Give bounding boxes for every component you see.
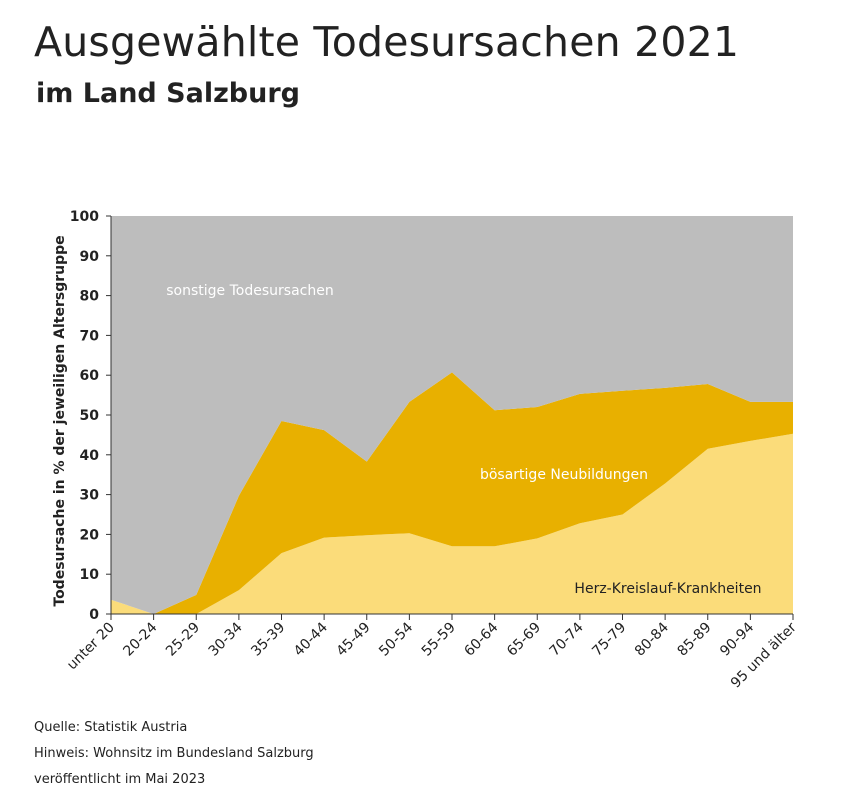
footer-source: Quelle: Statistik Austria [34,720,188,735]
y-tick-label: 50 [80,408,100,424]
chart-areas [111,216,793,614]
series-label-1: Herz-Kreislauf-Krankheiten [574,581,761,597]
x-tick-label: 90-94 [717,619,757,659]
area-series-1 [111,433,793,614]
series-label-3: sonstige Todesursachen [166,283,333,299]
series-label-2: bösartige Neubildungen [480,467,648,483]
footer-hint: Hinweis: Wohnsitz im Bundesland Salzburg [34,746,314,761]
x-tick-label: 25-29 [163,620,203,660]
area-series-2 [111,372,793,614]
y-tick-label: 100 [70,209,99,225]
chart-series-labels: sonstige Todesursachen bösartige Neubildu… [166,283,761,597]
x-tick-label: 50-54 [376,619,416,659]
x-tick-label: 70-74 [547,619,587,659]
x-tick-label: 55-59 [419,620,459,660]
chart-title: Ausgewählte Todesursachen 2021 [34,18,740,66]
y-axis-label: Todesursache in % der jeweiligen Altersg… [52,235,68,606]
x-tick-label: 75-79 [589,620,629,660]
y-tick-label: 60 [80,368,100,384]
footer-published: veröffentlicht im Mai 2023 [34,772,206,787]
y-tick-label: 20 [80,527,100,543]
x-tick-label: 80-84 [632,619,672,659]
x-tick-label: 35-39 [248,620,288,660]
x-tick-label: 65-69 [504,620,544,660]
y-tick-label: 80 [80,289,100,305]
area-series-3 [111,216,793,614]
x-tick-label: 20-24 [120,619,160,659]
x-tick-label: 40-44 [291,619,331,659]
y-tick-label: 10 [80,567,100,583]
x-tick-label: 30-34 [206,619,246,659]
x-tick-label: 60-64 [461,619,501,659]
x-tick-label: unter 20 [64,620,118,674]
y-tick-label: 30 [80,488,100,504]
x-tick-label: 45-49 [333,620,373,660]
y-tick-label: 0 [89,607,99,623]
y-tick-label: 70 [80,328,100,344]
y-tick-label: 40 [80,448,100,464]
x-tick-label: 85-89 [674,620,714,660]
chart-subtitle: im Land Salzburg [36,78,300,109]
y-tick-label: 90 [80,249,100,265]
